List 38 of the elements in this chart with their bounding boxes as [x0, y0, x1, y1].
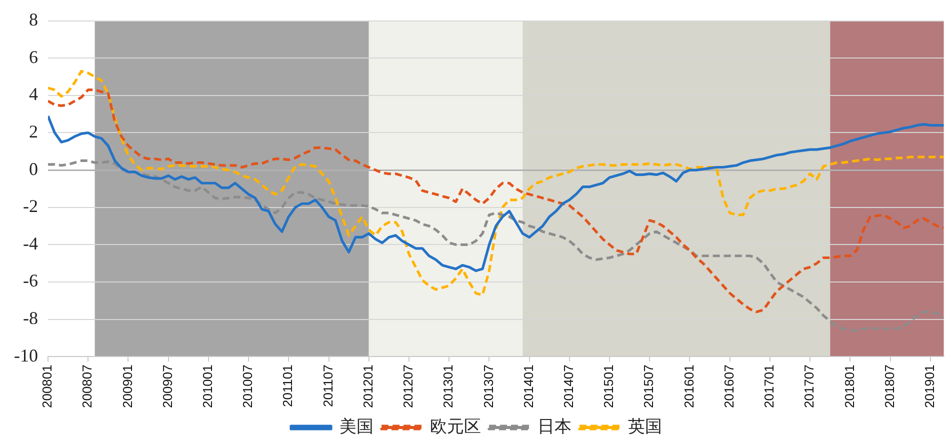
x-tick-label: 201407 [560, 364, 576, 408]
y-tick-label: 6 [28, 46, 38, 67]
x-tick-label: 201401 [520, 364, 536, 408]
y-tick-label: -4 [22, 233, 38, 254]
x-tick-label: 201901 [922, 364, 937, 408]
x-tick-label: 201001 [200, 364, 216, 408]
x-tick-label: 201101 [280, 364, 296, 408]
y-tick-label: -2 [22, 196, 38, 216]
x-tick-label: 201601 [681, 364, 696, 408]
x-tick-label: 201107 [320, 364, 336, 408]
legend-label: 日本 [538, 416, 572, 436]
x-tick-label: 200807 [80, 364, 95, 408]
y-tick-label: 2 [28, 121, 38, 142]
x-tick-label: 201201 [360, 364, 376, 408]
y-tick-label: -10 [14, 345, 38, 366]
x-tick-label: 201807 [882, 364, 897, 408]
x-tick-label: 200901 [120, 364, 135, 408]
y-tick-label: 4 [28, 84, 38, 104]
x-tick-label: 201707 [802, 364, 817, 408]
x-tick-label: 201701 [762, 364, 777, 408]
y-tick-label: -6 [22, 270, 38, 291]
x-tick-label: 200907 [160, 364, 175, 408]
x-tick-label: 201501 [601, 364, 616, 408]
legend-label: 欧元区 [430, 416, 481, 436]
x-tick-label: 201207 [400, 364, 416, 408]
legend-label: 美国 [340, 416, 374, 436]
y-tick-label: -8 [22, 308, 38, 328]
x-tick-label: 201607 [721, 364, 736, 408]
line-series [48, 159, 944, 332]
x-tick-label: 200801 [40, 364, 55, 408]
y-tick-label: 8 [28, 10, 38, 30]
x-tick-label: 201007 [240, 364, 256, 408]
legend-label: 英国 [628, 416, 662, 436]
x-tick-label: 201301 [440, 364, 456, 408]
x-tick-label: 201801 [842, 364, 857, 408]
x-tick-label: 201307 [480, 364, 496, 408]
y-tick-label: 0 [28, 158, 38, 179]
x-tick-label: 201507 [641, 364, 656, 408]
